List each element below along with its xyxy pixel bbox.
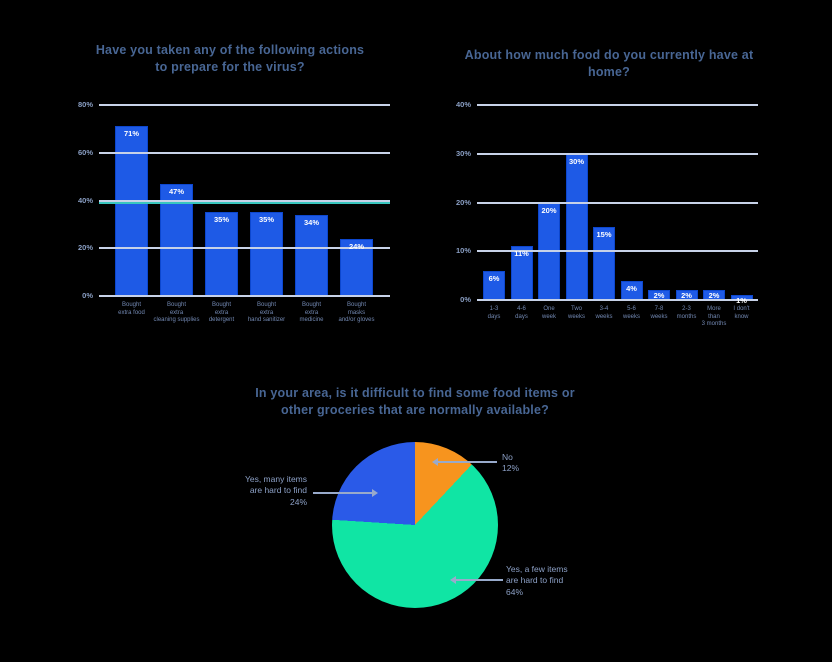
gridline [477,104,758,106]
bar-value-label: 35% [258,215,274,225]
y-axis-tick-label: 80% [77,100,93,109]
bar-chart-actions-title: Have you taken any of the following acti… [95,43,365,74]
leader-line-yes_few [455,579,503,581]
pie-slice-label-no: No 12% [502,452,520,474]
x-axis-category-label: 5-6 weeks [622,306,640,320]
bar-value-label: 2% [681,291,692,301]
bar-actions-2 [205,212,238,296]
bar-value-label: 2% [653,291,665,301]
gridline [99,199,390,202]
bar-value-label: 4% [626,283,637,293]
leader-line-yes_many [313,492,373,494]
x-axis-category-label: Bought masks and/or gloves [338,302,375,323]
bar-value-label: 71% [123,129,139,139]
x-axis-category-label: Bought extra medicine [299,302,324,323]
y-axis-tick-label: 40% [455,100,471,109]
bar-value-label: 35% [213,215,229,225]
bar-value-label: 15% [596,229,612,239]
x-axis-category-label: 3-4 weeks [595,306,613,320]
bar-value-label: 30% [568,156,584,166]
gridline [99,295,390,297]
bar-chart-food-title: About how much food do you currently hav… [464,48,754,79]
bar-food-3 [565,153,588,300]
y-axis-tick-label: 0% [460,295,471,304]
x-axis-category-label: 1-3 days [487,306,501,320]
y-axis-tick-label: 20% [77,243,93,253]
pie-slice-label-yes_many: Yes, many items are hard to find 24% [244,474,307,507]
x-axis-category-label: One week [541,306,556,320]
y-axis-tick-label: 10% [455,246,471,256]
bar-value-label: 24% [348,241,364,251]
y-axis-tick-label: 30% [455,148,471,158]
gridline [477,250,758,253]
x-axis-category-label: Bought extra detergent [208,302,235,323]
leader-arrowhead-no [432,458,438,466]
leader-arrowhead-yes_few [450,576,456,584]
y-axis-tick-label: 0% [82,291,93,300]
pie-slice-label-yes_few: Yes, a few items are hard to find 64% [506,564,568,597]
bar-value-label: 1% [736,296,747,306]
x-axis-category-label: Two weeks [567,306,585,320]
bar-actions-3 [250,212,283,296]
x-axis-category-label: 2-3 months [676,306,697,320]
bar-value-label: 6% [488,273,500,283]
accent-line [99,202,390,204]
x-axis-category-label: Bought extra cleaning supplies [153,302,200,323]
x-axis-category-label: Bought extra hand sanitizer [247,302,286,323]
gridline [99,104,390,106]
leader-arrowhead-yes_many [372,489,378,497]
x-axis-category-label: More than 3 months [701,306,727,327]
y-axis-tick-label: 60% [77,147,93,157]
bar-actions-4 [295,214,328,296]
gridline [477,201,758,204]
y-axis-tick-label: 20% [455,197,471,207]
x-axis-category-label: 4-6 days [515,306,528,320]
x-axis-category-label: Bought extra food [118,302,145,316]
bar-value-label: 11% [514,249,529,259]
pie-availability [332,442,498,608]
gridline [477,152,758,155]
gridline [477,299,758,301]
bar-value-label: 47% [168,186,184,196]
y-axis-tick-label: 40% [77,195,93,205]
x-axis-category-label: I don't know [733,306,750,320]
bar-value-label: 34% [303,217,319,227]
bar-actions-0 [115,126,148,296]
x-axis-category-label: 7-8 weeks [650,306,668,320]
gridline [99,151,390,154]
pie-chart-availability-title: In your area, is it difficult to find so… [255,386,575,417]
bar-value-label: 20% [541,205,557,215]
gridline [99,247,390,250]
leader-line-no [437,461,497,463]
bar-value-label: 2% [708,291,720,301]
